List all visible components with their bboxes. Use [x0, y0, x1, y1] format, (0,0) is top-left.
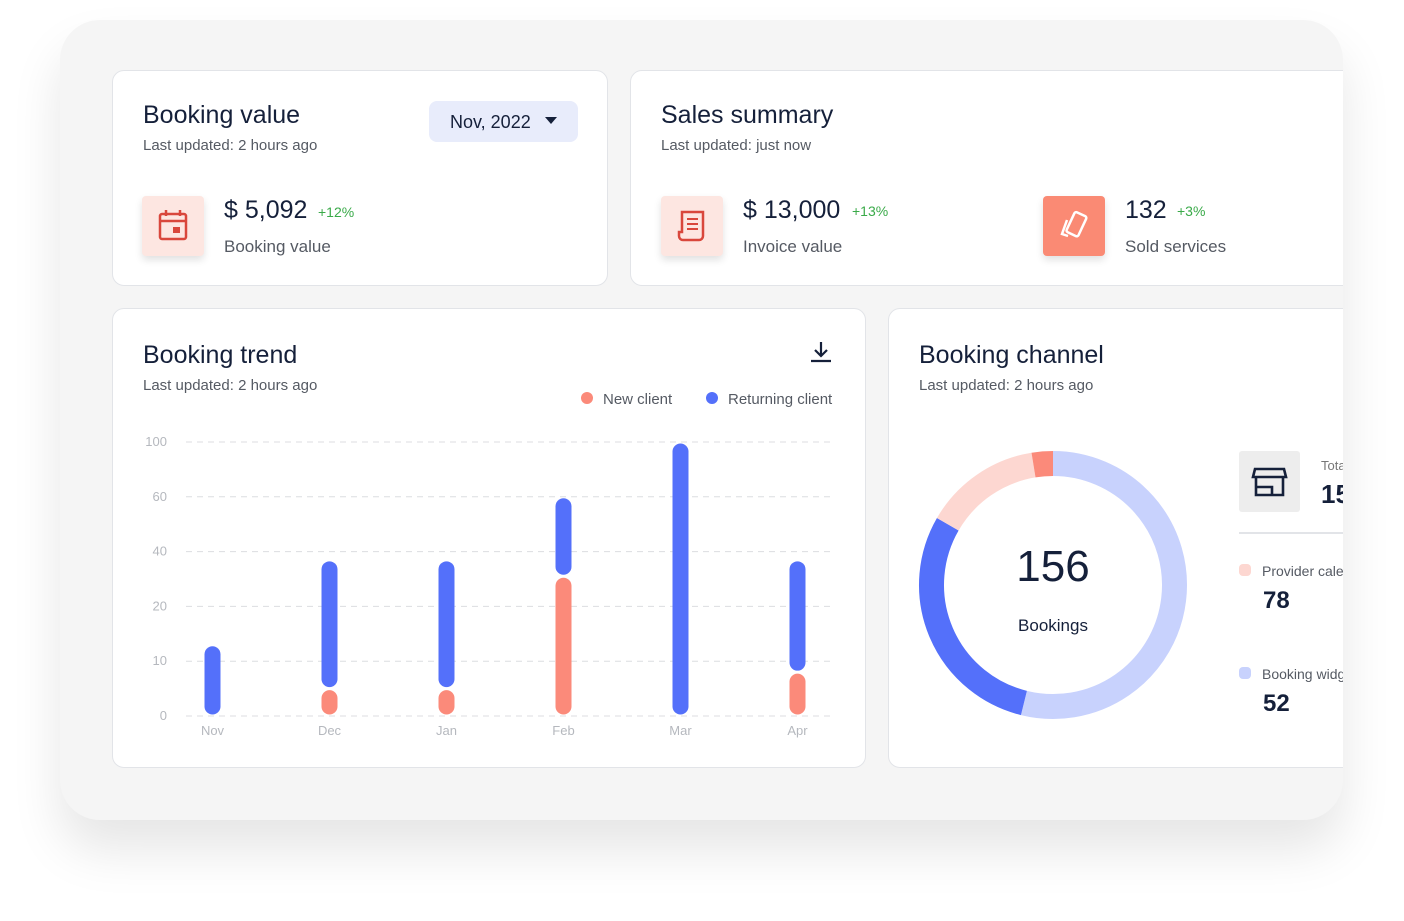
legend-value: 78 — [1263, 587, 1290, 614]
caret-icon — [545, 117, 557, 124]
bar-segment — [555, 577, 572, 715]
bar-segment — [438, 561, 455, 688]
total-label: Tota — [1321, 458, 1343, 473]
booking-channel-card: Booking channel Last updated: 2 hours ag… — [888, 308, 1343, 768]
chart-title: Booking channel — [919, 341, 1104, 369]
total-value: 15 — [1321, 479, 1343, 509]
y-tick-label: 0 — [160, 708, 167, 723]
calendar-icon-box — [142, 196, 204, 256]
sales-summary-card: Sales summary Last updated: just now $ 1… — [630, 70, 1343, 286]
donut-segment — [919, 518, 1028, 716]
center-value: 156 — [1016, 542, 1089, 591]
bar-segment — [789, 673, 806, 715]
card-subtitle: Last updated: just now — [661, 137, 812, 154]
amount: 132 — [1125, 196, 1167, 224]
donut-chart: 156 Bookings Tota 15 Provider cale 78 Booking … — [919, 451, 1343, 719]
bar-segment — [438, 690, 455, 715]
donut-segment — [936, 452, 1036, 531]
amount: $ 5,092 — [224, 196, 308, 224]
metric-label: Invoice value — [743, 237, 843, 256]
booking-trend-card: Booking trend Last updated: 2 hours ago … — [112, 308, 866, 768]
metric-label: Booking value — [224, 237, 331, 256]
bar-segment — [204, 646, 221, 715]
booking-value-card: Booking value Last updated: 2 hours ago … — [112, 70, 608, 286]
x-tick-label: Feb — [552, 723, 574, 738]
legend-dot — [1239, 667, 1251, 679]
bar-segment — [555, 498, 572, 575]
bar-segment — [672, 443, 689, 715]
y-tick-label: 20 — [153, 598, 167, 613]
chart-subtitle: Last updated: 2 hours ago — [143, 377, 318, 394]
calendar-icon — [158, 210, 188, 241]
change: +13% — [852, 203, 889, 219]
x-tick-label: Apr — [787, 723, 808, 738]
metric-label: Sold services — [1125, 237, 1227, 256]
download-icon[interactable] — [811, 342, 831, 363]
x-tick-label: Dec — [318, 723, 342, 738]
y-tick-label: 100 — [145, 434, 167, 449]
legend-label: Booking widg — [1262, 666, 1343, 682]
dashboard: Booking value Last updated: 2 hours ago … — [60, 20, 1343, 820]
services-icon — [1060, 210, 1088, 238]
bar-segment — [321, 690, 338, 715]
donut-segment — [1020, 451, 1187, 719]
chart-subtitle: Last updated: 2 hours ago — [919, 377, 1094, 394]
legend-dot — [1239, 564, 1251, 576]
legend-label: Returning client — [728, 391, 833, 408]
amount: $ 13,000 — [743, 196, 841, 224]
invoice-icon — [677, 210, 705, 242]
bar-chart: 0 10 20 40 60 100 New client Returning client No… — [145, 342, 833, 738]
change: +12% — [318, 204, 355, 220]
store-icon — [1251, 467, 1288, 497]
y-tick-label: 40 — [153, 544, 167, 559]
bar-segment — [789, 561, 806, 671]
period-dropdown[interactable]: Nov, 2022 — [429, 101, 578, 142]
card-title: Booking value — [143, 101, 301, 129]
card-subtitle: Last updated: 2 hours ago — [143, 137, 318, 154]
y-tick-label: 10 — [153, 653, 167, 668]
center-label: Bookings — [1018, 616, 1088, 635]
donut-segment — [1031, 451, 1054, 478]
legend-dot — [706, 392, 718, 404]
period-text: Nov, 2022 — [450, 112, 531, 132]
legend-label: New client — [603, 391, 673, 408]
legend-label: Provider cale — [1262, 563, 1343, 579]
invoice-icon-box — [661, 196, 723, 256]
card-title: Sales summary — [661, 101, 834, 129]
x-tick-label: Nov — [201, 723, 225, 738]
x-tick-label: Jan — [436, 723, 457, 738]
legend-dot — [581, 392, 593, 404]
y-tick-label: 60 — [153, 489, 167, 504]
chart-title: Booking trend — [143, 341, 298, 369]
change: +3% — [1177, 203, 1206, 219]
bar-segment — [321, 561, 338, 688]
store-icon-box — [1239, 451, 1300, 512]
x-tick-label: Mar — [669, 723, 692, 738]
legend-value: 52 — [1263, 690, 1290, 717]
services-icon-box — [1043, 196, 1105, 256]
